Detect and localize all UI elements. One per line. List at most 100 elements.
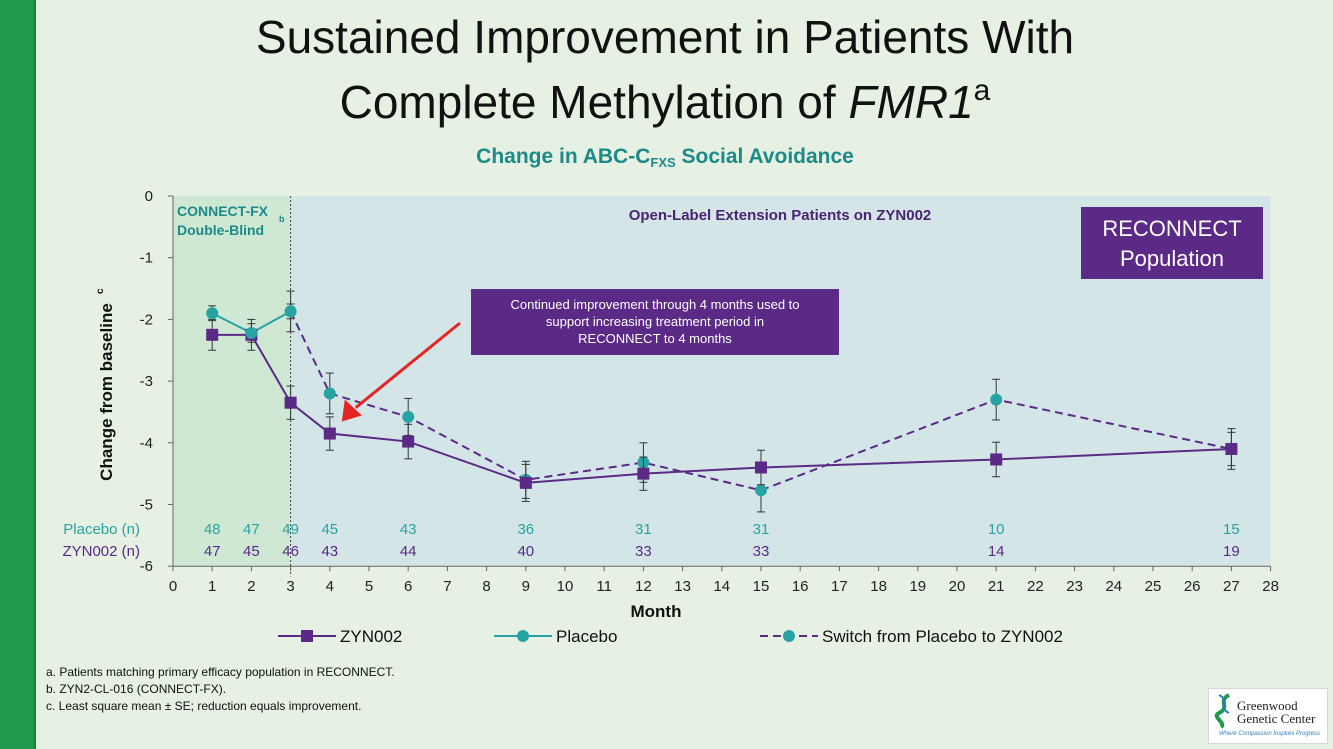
- x-tick-label: 16: [792, 578, 809, 595]
- n-table-value: 33: [635, 543, 652, 560]
- n-table-value: 46: [282, 543, 299, 560]
- callout-arrow-head: [341, 399, 362, 422]
- data-point-square: [755, 461, 767, 474]
- legend-label: ZYN002: [340, 627, 402, 646]
- data-point-circle: [755, 484, 767, 497]
- x-tick-label: 18: [870, 578, 887, 595]
- title-gene-name: FMR1: [848, 76, 974, 128]
- n-table-value: 43: [321, 543, 338, 560]
- n-table-value: 33: [753, 543, 770, 560]
- x-tick-label: 2: [247, 578, 255, 595]
- y-tick-label: -1: [140, 250, 153, 267]
- data-point-circle: [206, 307, 219, 320]
- data-point-square: [519, 476, 532, 489]
- n-table-value: 10: [988, 521, 1005, 538]
- logo-name-line2: Genetic Center: [1237, 711, 1316, 726]
- x-tick-label: 17: [831, 578, 848, 595]
- reconnect-badge: [1081, 207, 1263, 279]
- x-tick-label: 9: [522, 578, 530, 595]
- data-point-square: [323, 427, 336, 440]
- callout-text-line: support increasing treatment period in: [546, 314, 764, 329]
- legend-label: Switch from Placebo to ZYN002: [822, 627, 1063, 646]
- y-tick-label: 0: [145, 188, 153, 205]
- data-point-square: [206, 328, 219, 341]
- title-footnote-marker: a: [973, 74, 991, 107]
- y-tick-label: -4: [140, 435, 153, 452]
- x-tick-label: 21: [988, 578, 1005, 595]
- y-tick-label: -6: [140, 558, 153, 575]
- n-table-value: 14: [988, 543, 1005, 560]
- series-line-switch-from-placebo-to-zyn002: [289, 310, 1232, 492]
- n-table-value: 43: [400, 521, 417, 538]
- open-label-region-label: Open-Label Extension Patients on ZYN002: [629, 207, 932, 224]
- badge-text-line: RECONNECT: [1102, 216, 1241, 241]
- x-tick-label: 1: [208, 578, 216, 595]
- data-point-circle: [284, 305, 297, 318]
- x-tick-label: 10: [557, 578, 574, 595]
- x-tick-label: 25: [1145, 578, 1162, 595]
- x-tick-label: 3: [286, 578, 294, 595]
- x-tick-label: 14: [713, 578, 730, 595]
- logo-name-line1: Greenwood: [1237, 698, 1298, 713]
- x-tick-label: 27: [1223, 578, 1240, 595]
- callout-text-line: RECONNECT to 4 months: [578, 331, 732, 346]
- data-point-circle: [990, 393, 1003, 406]
- callout-text-line: Continued improvement through 4 months u…: [510, 297, 799, 312]
- callout-arrow-shaft: [354, 321, 461, 409]
- chart-title-rest: Social Avoidance: [675, 145, 854, 168]
- data-point-square: [637, 467, 650, 480]
- x-tick-label: 7: [443, 578, 451, 595]
- legend-label: Placebo: [556, 627, 617, 646]
- x-tick-label: 19: [909, 578, 926, 595]
- chart-title: Change in ABC-CFXS Social Avoidance: [300, 145, 1030, 170]
- legend-marker-square: [301, 630, 313, 642]
- y-axis-title-sup: c: [95, 288, 106, 294]
- data-point-square: [284, 396, 297, 409]
- footnote-c: c. Least square mean ± SE; reduction equ…: [46, 699, 362, 713]
- data-point-square: [402, 435, 415, 448]
- x-tick-label: 22: [1027, 578, 1044, 595]
- n-table-value: 47: [204, 543, 221, 560]
- n-table-value: 15: [1223, 521, 1240, 538]
- data-point-square: [1225, 442, 1238, 455]
- left-accent-bar: [0, 0, 34, 749]
- x-tick-label: 6: [404, 578, 412, 595]
- n-table-value: 36: [517, 521, 534, 538]
- footnote-b: b. ZYN2-CL-016 (CONNECT-FX).: [46, 682, 227, 696]
- badge-text-line: Population: [1120, 246, 1224, 271]
- double-blind-label-line2: Double-Blind: [177, 222, 264, 238]
- n-table-value: 45: [243, 543, 260, 560]
- n-table-value: 44: [400, 543, 417, 560]
- callout-box: [471, 289, 839, 355]
- x-tick-label: 8: [482, 578, 490, 595]
- n-table-value: 40: [517, 543, 534, 560]
- slide-title-line2: Complete Methylation of FMR1a: [60, 73, 1270, 131]
- n-table-value: 45: [321, 521, 338, 538]
- x-tick-label: 5: [365, 578, 373, 595]
- n-table-row-label: Placebo (n): [63, 521, 140, 538]
- greenwood-logo: Greenwood Genetic Center Where Compassio…: [1208, 688, 1328, 744]
- double-blind-label-line1: CONNECT-FX: [177, 203, 269, 219]
- double-blind-label-sup: b: [279, 214, 285, 224]
- x-tick-label: 4: [326, 578, 334, 595]
- n-table-value: 19: [1223, 543, 1240, 560]
- footnote-a: a. Patients matching primary efficacy po…: [46, 665, 395, 679]
- legend-marker-circle: [783, 630, 795, 642]
- y-tick-label: -3: [140, 373, 153, 390]
- x-tick-label: 11: [596, 578, 612, 595]
- dna-helix-icon: [1214, 693, 1231, 729]
- n-table-row-label: ZYN002 (n): [62, 543, 140, 560]
- title-line2-text: Complete Methylation of: [339, 76, 849, 128]
- x-tick-label: 20: [949, 578, 966, 595]
- chart-title-subscript: FXS: [650, 155, 676, 170]
- n-table-value: 31: [753, 521, 770, 538]
- y-axis-title: Change from baseline: [97, 303, 116, 481]
- n-table-value: 49: [282, 521, 299, 538]
- chart-title-main: Change in ABC-C: [476, 145, 651, 168]
- series-line-zyn002: [212, 333, 1232, 484]
- data-point-circle: [323, 387, 336, 400]
- x-tick-label: 12: [635, 578, 652, 595]
- x-tick-label: 13: [674, 578, 691, 595]
- slide-title-line1: Sustained Improvement in Patients With: [255, 11, 1075, 63]
